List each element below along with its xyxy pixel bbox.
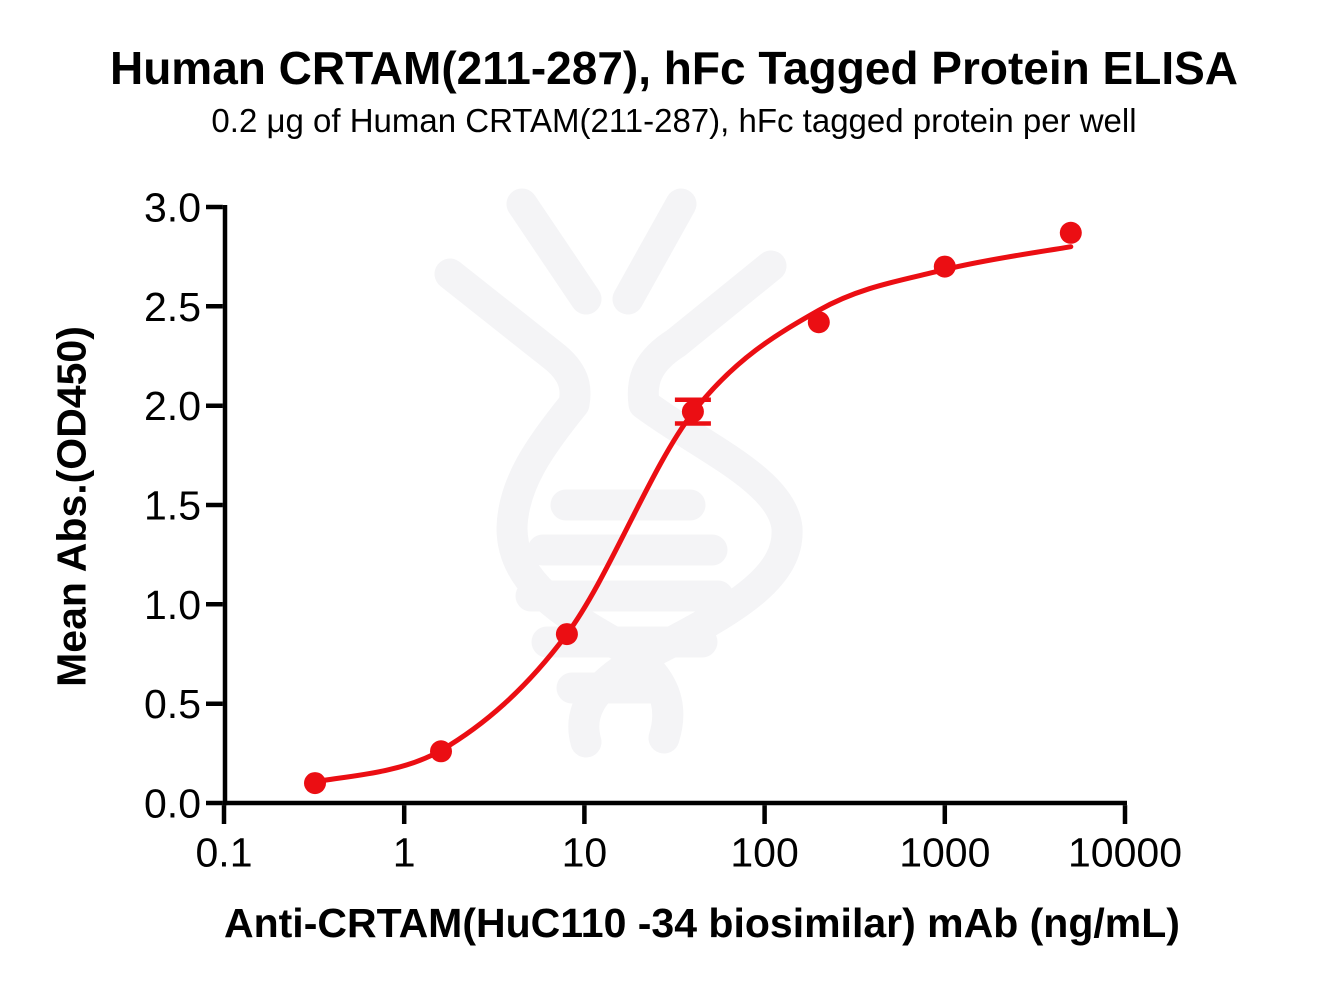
data-point bbox=[807, 311, 830, 334]
watermark-arm-inner-right bbox=[612, 188, 697, 315]
chart-subtitle: 0.2 μg of Human CRTAM(211-287), hFc tagg… bbox=[211, 102, 1137, 139]
x-tick-label: 10000 bbox=[1068, 830, 1182, 876]
data-point bbox=[430, 740, 452, 763]
y-tick-label: 2.0 bbox=[144, 383, 201, 429]
data-point bbox=[555, 623, 578, 646]
x-axis-title: Anti-CRTAM(HuC110 -34 biosimilar) mAb (n… bbox=[224, 900, 1180, 946]
x-tick-label: 1 bbox=[393, 830, 416, 876]
x-tick-label: 1000 bbox=[899, 830, 990, 876]
y-tick-label: 0.0 bbox=[144, 781, 201, 827]
data-points bbox=[304, 221, 1082, 795]
chart-title: Human CRTAM(211-287), hFc Tagged Protein… bbox=[109, 42, 1238, 94]
x-tick-label: 10 bbox=[562, 830, 608, 876]
tick-marks bbox=[206, 204, 1128, 824]
y-axis-title: Mean Abs.(OD450) bbox=[48, 326, 95, 687]
y-tick-label: 3.0 bbox=[144, 185, 201, 231]
watermark-arm-inner-left bbox=[506, 188, 602, 315]
watermark-arm-outer-left bbox=[434, 258, 567, 370]
y-tick-label: 1.0 bbox=[144, 582, 201, 628]
data-point bbox=[304, 772, 326, 795]
tick-labels: 0.0 0.5 1.0 1.5 2.0 2.5 3.0 0.1 1 10 100 1000 10000 bbox=[144, 185, 1182, 876]
y-tick-label: 2.5 bbox=[144, 284, 201, 330]
x-tick-label: 100 bbox=[730, 830, 798, 876]
watermark-arm-outer-right bbox=[660, 250, 787, 359]
data-point bbox=[1059, 221, 1082, 244]
data-point bbox=[681, 400, 704, 423]
y-tick-label: 0.5 bbox=[144, 681, 201, 727]
axes bbox=[222, 205, 1127, 806]
data-point bbox=[933, 255, 956, 278]
y-tick-label: 1.5 bbox=[144, 483, 201, 529]
x-tick-label: 0.1 bbox=[196, 830, 253, 876]
watermark-logo bbox=[434, 188, 803, 758]
